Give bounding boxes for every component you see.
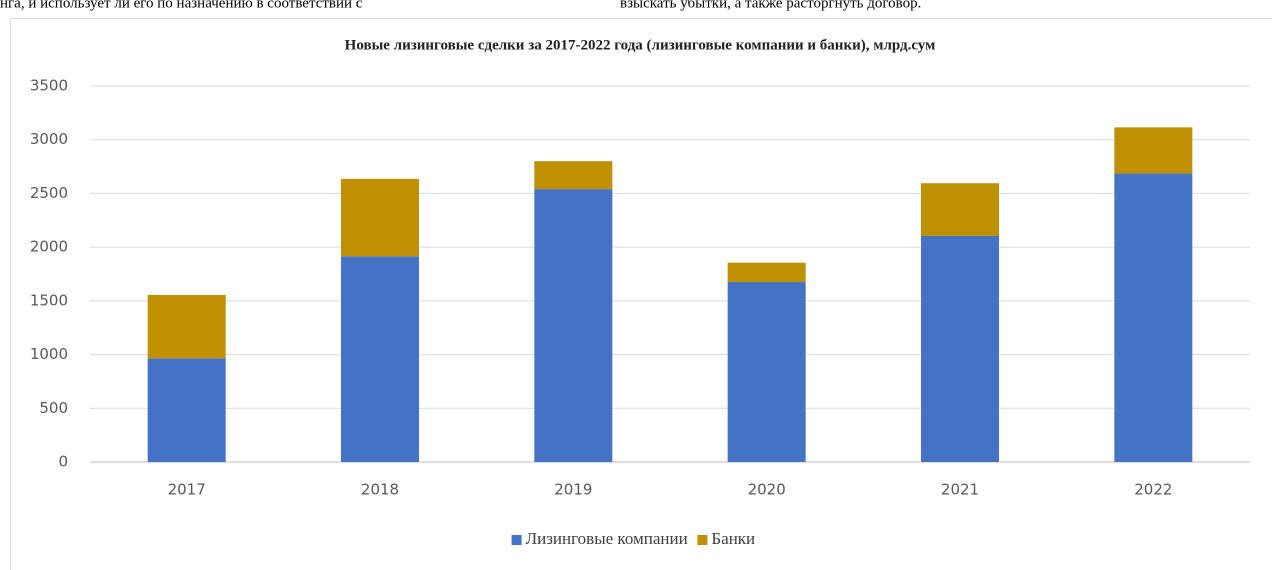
legend-swatch	[697, 535, 708, 545]
legend-label: Лизинговые компании	[526, 529, 688, 548]
y-tick-label: 2500	[30, 184, 68, 202]
y-tick-label: 0	[58, 453, 68, 471]
y-tick-label: 1500	[30, 291, 68, 309]
bar-segment	[147, 358, 226, 462]
bar-segment	[147, 294, 226, 359]
bar-segment	[921, 235, 999, 462]
y-tick-label: 500	[39, 399, 68, 417]
chart-frame	[10, 18, 1272, 570]
legend-swatch	[511, 535, 522, 545]
x-tick-label: 2020	[748, 481, 786, 499]
y-tick-label: 2000	[30, 238, 68, 256]
bar-segment	[534, 161, 613, 190]
legend-label: Банки	[711, 529, 755, 548]
chart-title: Новые лизинговые сделки за 2017-2022 год…	[345, 37, 936, 53]
bar-segment	[921, 183, 999, 236]
y-tick-label: 3500	[30, 77, 68, 95]
y-tick-label: 3000	[30, 130, 68, 148]
x-tick-label: 2017	[168, 481, 206, 499]
bar-segment	[341, 256, 419, 462]
bar-segment	[1114, 127, 1193, 174]
bar-segment	[727, 262, 806, 283]
y-tick-label: 1000	[30, 345, 68, 363]
document-text: нга, и использует ли его по назначению в…	[0, 0, 363, 11]
document-text: взыскать убытки, а также расторгнуть дог…	[620, 0, 921, 11]
bar-segment	[341, 178, 419, 257]
bar-segment	[727, 282, 806, 462]
x-tick-label: 2018	[361, 481, 399, 499]
x-tick-label: 2019	[554, 481, 592, 499]
x-tick-label: 2021	[941, 481, 979, 499]
bar-segment	[534, 189, 613, 463]
x-tick-label: 2022	[1134, 481, 1172, 499]
bar-segment	[1114, 173, 1193, 462]
